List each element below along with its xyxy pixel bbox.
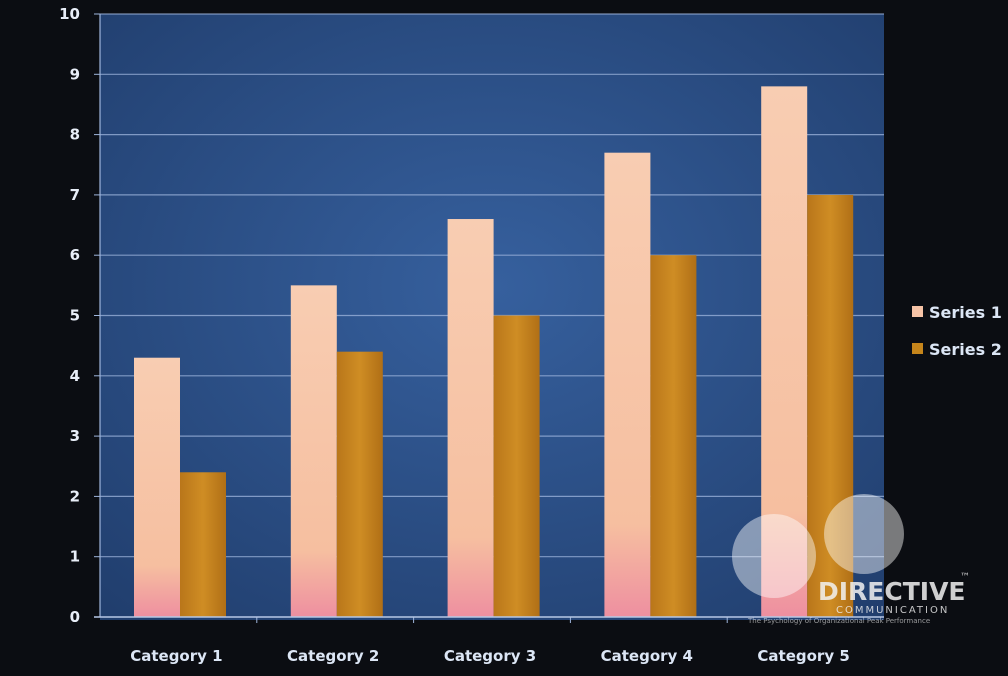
y-tick-label: 3 <box>70 427 80 445</box>
logo-subtitle: COMMUNICATION <box>836 605 949 616</box>
x-tick-label: Category 2 <box>287 647 379 665</box>
legend-swatch-series2 <box>912 343 923 354</box>
logo-circle-left <box>732 514 816 598</box>
bar-series2-category4 <box>650 255 697 617</box>
y-tick-label: 8 <box>70 126 80 144</box>
bar-series2-category5 <box>807 194 854 617</box>
legend-label-series2: Series 2 <box>929 340 1002 359</box>
logo-trademark: ™ <box>960 572 970 583</box>
bars <box>134 86 854 618</box>
x-axis: Category 1 Category 2 Category 3 Category 4… <box>94 616 884 665</box>
x-tick-label: Category 5 <box>757 647 849 665</box>
y-tick-label: 0 <box>70 608 80 626</box>
y-tick-label: 9 <box>70 65 80 83</box>
x-tick-label: Category 4 <box>601 647 693 665</box>
y-tick-label: 7 <box>70 186 80 204</box>
legend: Series 1 Series 2 <box>912 303 1002 359</box>
bar-series1-category3 <box>447 219 494 617</box>
y-tick-label: 1 <box>70 548 80 566</box>
x-tick-label: Category 1 <box>130 647 222 665</box>
bar-series1-category2 <box>290 285 337 617</box>
y-tick-label: 6 <box>70 246 80 264</box>
bar-series2-category2 <box>336 351 383 617</box>
y-tick-label: 5 <box>70 307 80 325</box>
logo-brand: DIRECTIVE <box>818 577 966 606</box>
bar-series1-category5 <box>761 86 808 618</box>
y-tick-label: 10 <box>59 5 80 23</box>
logo-circle-right <box>824 494 904 574</box>
y-tick-label: 2 <box>70 487 80 505</box>
x-tick-label: Category 3 <box>444 647 536 665</box>
bar-series2-category1 <box>180 472 226 617</box>
legend-label-series1: Series 1 <box>929 303 1002 322</box>
bar-series1-category4 <box>604 152 651 617</box>
bar-series2-category3 <box>493 315 540 617</box>
bar-series1-category1 <box>134 357 180 617</box>
y-tick-label: 4 <box>70 367 80 385</box>
logo-tagline: The Psychology of Organizational Peak Pe… <box>747 617 930 625</box>
legend-swatch-series1 <box>912 306 923 317</box>
directive-communication-logo: DIRECTIVE ™ COMMUNICATION The Psychology… <box>732 494 970 625</box>
y-axis: 0 1 2 3 4 5 6 7 8 9 10 <box>59 5 101 626</box>
